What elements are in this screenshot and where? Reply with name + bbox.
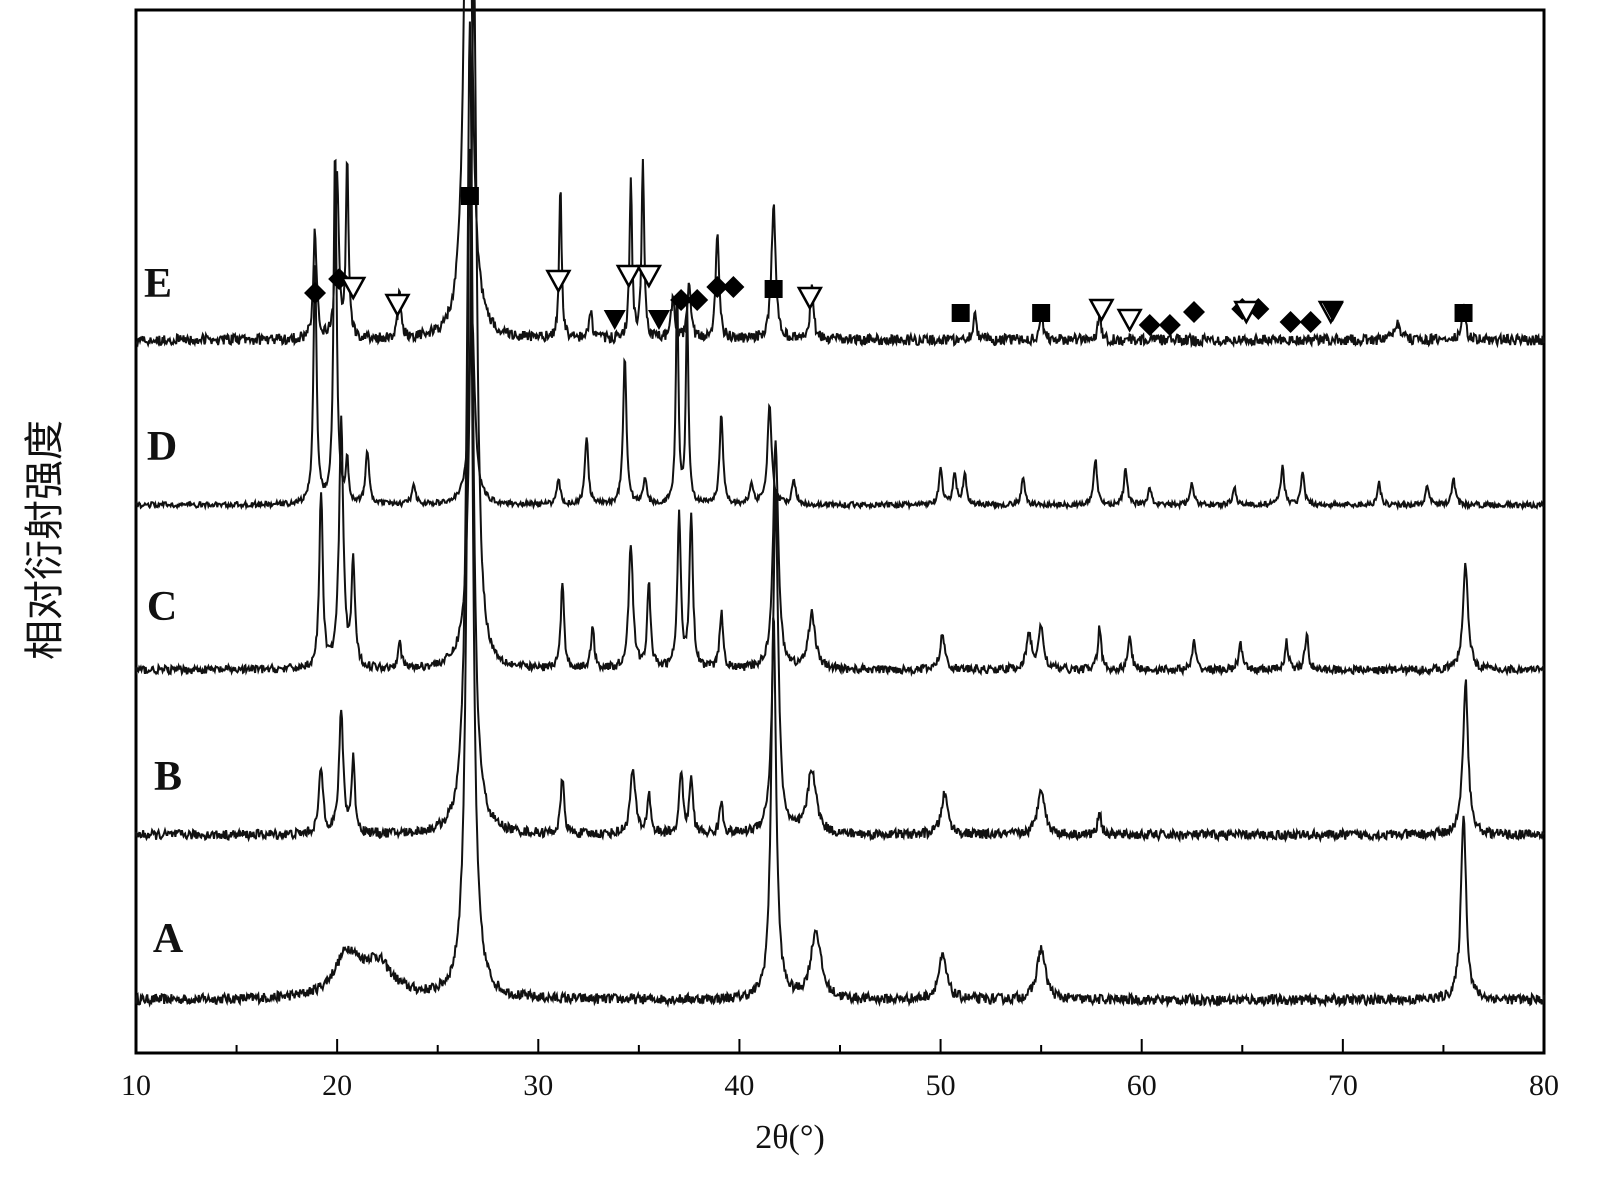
marker-triangle-down-open	[1119, 310, 1141, 330]
marker-square	[952, 304, 970, 322]
series-label-b: B	[154, 754, 182, 800]
x-tick-label: 30	[523, 1069, 553, 1102]
x-tick-label: 20	[322, 1069, 352, 1102]
x-tick-label: 10	[121, 1069, 151, 1102]
x-tick-label: 70	[1328, 1069, 1358, 1102]
x-tick-label: 40	[724, 1069, 754, 1102]
x-tick-label: 50	[926, 1069, 956, 1102]
series-label-d: D	[147, 424, 177, 470]
marker-diamond	[1183, 301, 1205, 323]
marker-triangle-down-open	[342, 278, 364, 298]
series-line-d	[136, 161, 1544, 508]
marker-triangle-down-open	[1090, 300, 1112, 320]
marker-triangle-down-open	[547, 271, 569, 291]
x-axis-title: 2θ(°)	[755, 1119, 825, 1156]
y-axis-title: 相对衍射强度	[22, 420, 68, 660]
marker-triangle-down-filled	[648, 310, 670, 330]
x-axis-ticks: 10 20 30 40 50 60 70 80	[121, 1039, 1559, 1102]
marker-diamond	[304, 282, 326, 304]
marker-square	[1032, 304, 1050, 322]
series-label-c: C	[147, 584, 177, 630]
series-traces	[136, 0, 1544, 1005]
x-tick-label: 80	[1529, 1069, 1559, 1102]
marker-square	[461, 187, 479, 205]
marker-square	[765, 280, 783, 298]
marker-diamond	[1280, 311, 1302, 333]
marker-diamond	[1300, 311, 1322, 333]
marker-triangle-down-open	[386, 295, 408, 315]
series-line-e	[136, 0, 1544, 345]
x-tick-label: 60	[1127, 1069, 1157, 1102]
marker-diamond	[1139, 314, 1161, 336]
series-line-b	[136, 22, 1544, 840]
series-label-e: E	[144, 261, 172, 307]
marker-triangle-down-open	[799, 288, 821, 308]
series-labels: A B C D E	[144, 261, 184, 962]
marker-triangle-down-filled	[604, 310, 626, 330]
series-label-a: A	[153, 916, 184, 962]
marker-diamond	[722, 276, 744, 298]
marker-square	[1455, 304, 1473, 322]
marker-triangle-down-open	[618, 266, 640, 286]
marker-diamond	[1159, 314, 1181, 336]
